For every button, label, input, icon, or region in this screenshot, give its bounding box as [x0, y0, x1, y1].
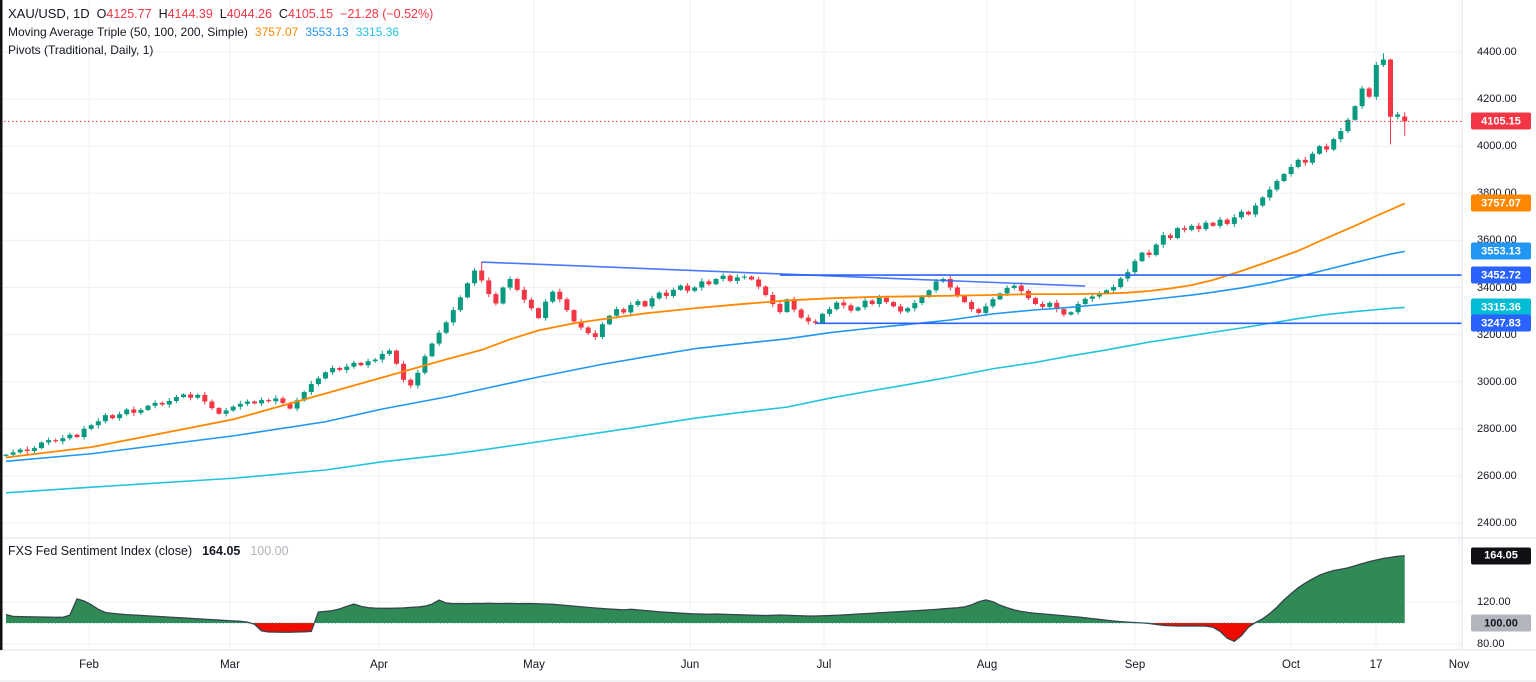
ma100-line	[5, 250, 1405, 463]
price-badge: 3247.83	[1471, 314, 1531, 332]
ohlc-high: H4144.39	[158, 7, 213, 21]
sentiment-area-positive	[6, 555, 1405, 623]
candles-layer	[3, 53, 1408, 458]
price-change: −21.28 (−0.52%)	[340, 7, 434, 21]
time-tick-label: 17	[1369, 659, 1383, 671]
sentiment-tick-label: 120.00	[1477, 596, 1511, 608]
time-tick-label: Sep	[1124, 659, 1146, 671]
symbol-legend-row[interactable]: XAU/USD, 1D O4125.77 H4144.39 L4044.26 C…	[8, 5, 433, 23]
ma-triple-legend-row[interactable]: Moving Average Triple (50, 100, 200, Sim…	[8, 23, 433, 41]
price-axis[interactable]: 4400.00 4200.00 4000.00 3800.00 3600.00 3400.…	[1462, 0, 1536, 650]
price-badge: 4105.15	[1471, 112, 1531, 130]
ma100-value: 3553.13	[305, 25, 349, 39]
time-tick-label: Aug	[976, 659, 998, 671]
sentiment-baseline-value: 100.00	[250, 544, 289, 558]
price-tick-label: 2800.00	[1477, 422, 1517, 435]
time-tick-label: Nov	[1448, 659, 1470, 671]
pivots-label: Pivots (Traditional, Daily, 1)	[8, 43, 154, 57]
price-badge: 3553.13	[1471, 242, 1531, 260]
price-tick-label: 3400.00	[1477, 281, 1517, 294]
price-tick-label: 4000.00	[1477, 140, 1517, 153]
sentiment-value: 164.05	[202, 544, 241, 558]
sentiment-area-negative	[6, 623, 1405, 642]
ma200-line	[5, 306, 1405, 494]
sentiment-label: FXS Fed Sentiment Index (close)	[8, 544, 193, 558]
ohlc-close: C4105.15	[278, 7, 334, 21]
price-badge: 3757.07	[1471, 194, 1531, 212]
ohlc-low: L4044.26	[219, 7, 272, 21]
ma50-line	[5, 202, 1406, 459]
time-tick-label: Oct	[1282, 659, 1300, 671]
symbol-title[interactable]: XAU/USD, 1D	[8, 6, 90, 21]
time-tick-label: May	[523, 659, 545, 671]
price-tick-label: 2400.00	[1477, 517, 1517, 529]
price-tick-label: 3000.00	[1477, 375, 1517, 388]
ma50-value: 3757.07	[254, 25, 299, 39]
sentiment-tick-label: 80.00	[1477, 638, 1505, 650]
time-axis[interactable]: Feb Mar Apr May Jun Jul Aug Sep Oct 17 Nov	[0, 650, 1536, 682]
time-tick-label: Jul	[816, 659, 832, 671]
price-badge: 164.05	[1471, 547, 1531, 565]
time-tick-label: Apr	[370, 659, 388, 671]
time-tick-label: Feb	[79, 659, 99, 671]
price-badge: 3452.72	[1471, 266, 1531, 284]
pivot-trendline[interactable]	[481, 261, 1086, 287]
time-tick-label: Mar	[220, 659, 240, 671]
ma-triple-label: Moving Average Triple (50, 100, 200, Sim…	[8, 25, 248, 39]
price-badge: 3315.36	[1471, 298, 1531, 316]
main-chart-legend[interactable]: XAU/USD, 1D O4125.77 H4144.39 L4044.26 C…	[8, 5, 433, 59]
time-tick-label: Jun	[680, 659, 700, 671]
price-tick-label: 2600.00	[1477, 469, 1517, 482]
sentiment-legend[interactable]: FXS Fed Sentiment Index (close) 164.05 1…	[8, 544, 289, 558]
price-tick-label: 4200.00	[1477, 93, 1517, 106]
ohlc-open: O4125.77	[96, 7, 152, 21]
price-badge: 100.00	[1471, 614, 1531, 632]
price-tick-label: 4400.00	[1477, 46, 1517, 58]
pivots-legend-row[interactable]: Pivots (Traditional, Daily, 1)	[8, 41, 433, 59]
ma200-value: 3315.36	[355, 25, 400, 39]
sentiment-line	[5, 555, 1405, 643]
